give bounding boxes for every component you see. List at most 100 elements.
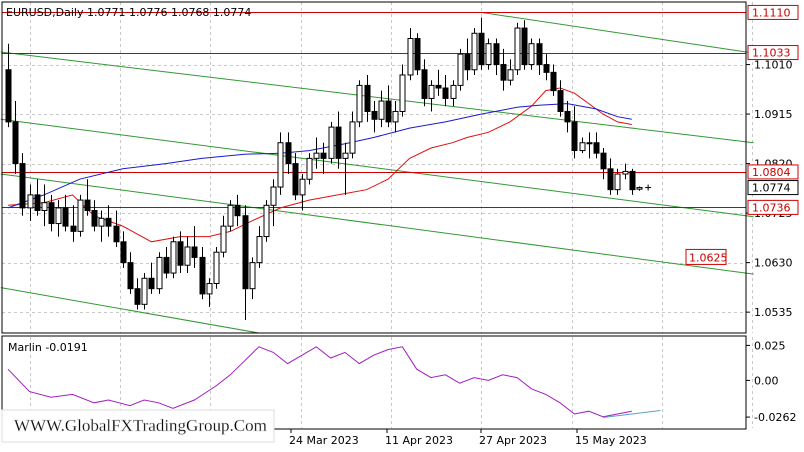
- candle-body: [19, 163, 26, 209]
- watermark-text: WWW.GlobalFXTradingGroup.Com: [14, 416, 267, 435]
- ma-red-line: [7, 87, 632, 243]
- current-price-box: [747, 180, 799, 196]
- candle-body: [614, 173, 621, 191]
- candle-body: [277, 142, 284, 188]
- candle-body: [442, 87, 449, 99]
- level-price-box: [747, 164, 799, 180]
- candle-body: [607, 168, 614, 191]
- candle-body: [163, 256, 170, 274]
- level-price-box: [747, 45, 799, 61]
- channel-line: [0, 173, 754, 275]
- candle-body: [299, 178, 306, 196]
- candle-body: [514, 27, 521, 71]
- candle-body: [392, 110, 399, 123]
- candle-body: [156, 256, 163, 290]
- candle-body: [263, 204, 270, 238]
- marlin-tick-label: 0.025: [754, 339, 786, 352]
- grid: [2, 2, 753, 428]
- candle-body: [378, 100, 385, 120]
- price-tick-label: 1.0630: [754, 257, 793, 270]
- candle-body: [55, 207, 62, 225]
- candle-body: [421, 69, 428, 99]
- marlin-indicator: [7, 346, 661, 418]
- candle-body: [335, 126, 342, 159]
- candle-body: [579, 142, 586, 152]
- candle-body: [206, 282, 213, 295]
- candle-body: [485, 43, 492, 66]
- price-tick-label: 1.0535: [754, 306, 793, 319]
- candle-body: [622, 170, 629, 175]
- indicator-header: Marlin -0.0191: [8, 341, 88, 354]
- date-tick-label: 24 Mar 2023: [289, 434, 359, 447]
- candle-body: [571, 121, 578, 152]
- panel-frames: [1, 1, 747, 430]
- candle-body: [285, 142, 292, 165]
- channel-line: [0, 287, 260, 334]
- candle-body: [543, 64, 550, 73]
- candle-body: [113, 225, 120, 243]
- level-price-box: [747, 4, 799, 20]
- candle-body: [428, 84, 435, 99]
- candle-body: [134, 288, 141, 305]
- candle-body: [528, 43, 535, 66]
- candle-body: [385, 100, 392, 123]
- candle-body: [457, 53, 464, 86]
- candle-body: [5, 69, 12, 123]
- resistance-levels: [2, 12, 746, 208]
- marlin-line: [7, 346, 632, 418]
- candle-body: [600, 152, 607, 170]
- candle-body: [364, 84, 371, 112]
- level-price-label: 1.0804: [752, 166, 791, 179]
- candle-body: [586, 142, 593, 145]
- candle-body: [227, 204, 234, 227]
- candle-body: [328, 126, 335, 159]
- candle-body: [629, 170, 636, 191]
- candle-body: [141, 277, 148, 305]
- candle-body: [256, 236, 263, 264]
- level-price-label: 1.0736: [752, 201, 791, 214]
- candle-body: [62, 207, 69, 227]
- candle-body: [306, 157, 313, 180]
- date-axis: 24 Mar 2023 11 Apr 2023 27 Apr 2023 15 May …: [289, 429, 647, 447]
- candle-body: [220, 225, 227, 253]
- candle-body: [636, 187, 643, 190]
- candle-body: [184, 246, 191, 266]
- target-label: 1.0625: [689, 251, 728, 264]
- candle-body: [98, 217, 105, 227]
- candle-body: [177, 241, 184, 266]
- candle-body: [127, 262, 134, 290]
- candle-body: [84, 199, 91, 212]
- channel-line: [481, 11, 754, 54]
- trend-channels: [0, 11, 754, 334]
- candle-body: [170, 241, 177, 274]
- candle-body: [564, 110, 571, 123]
- candle-body: [48, 202, 55, 225]
- candle-body: [12, 121, 19, 165]
- candle-body: [292, 163, 299, 196]
- date-tick-label: 11 Apr 2023: [385, 434, 453, 447]
- candle-body: [120, 241, 127, 264]
- candle-body: [320, 152, 327, 159]
- price-axis: 1.10101.09151.08201.07251.06301.05351.11…: [685, 4, 799, 424]
- marlin-trend-line: [603, 410, 661, 418]
- current-price-label: 1.0774: [752, 182, 791, 195]
- channel-line: [0, 51, 754, 144]
- candle-body: [521, 27, 528, 66]
- target-box: [685, 248, 727, 265]
- candle-body: [70, 225, 77, 232]
- candle-body: [242, 215, 249, 290]
- price-tick-label: 1.1010: [754, 59, 793, 72]
- channel-line: [0, 118, 754, 218]
- marlin-tick-label: 0.00: [754, 374, 779, 387]
- candle-body: [407, 37, 414, 76]
- candle-body: [493, 43, 500, 66]
- candle-body: [500, 64, 507, 81]
- candle-body: [34, 194, 41, 212]
- candle-body: [342, 152, 349, 159]
- candle-body: [356, 84, 363, 123]
- candle-body: [313, 152, 320, 159]
- watermark: WWW.GlobalFXTradingGroup.Com: [1, 409, 275, 443]
- candle-body: [471, 32, 478, 71]
- level-price-label: 1.1033: [752, 47, 791, 60]
